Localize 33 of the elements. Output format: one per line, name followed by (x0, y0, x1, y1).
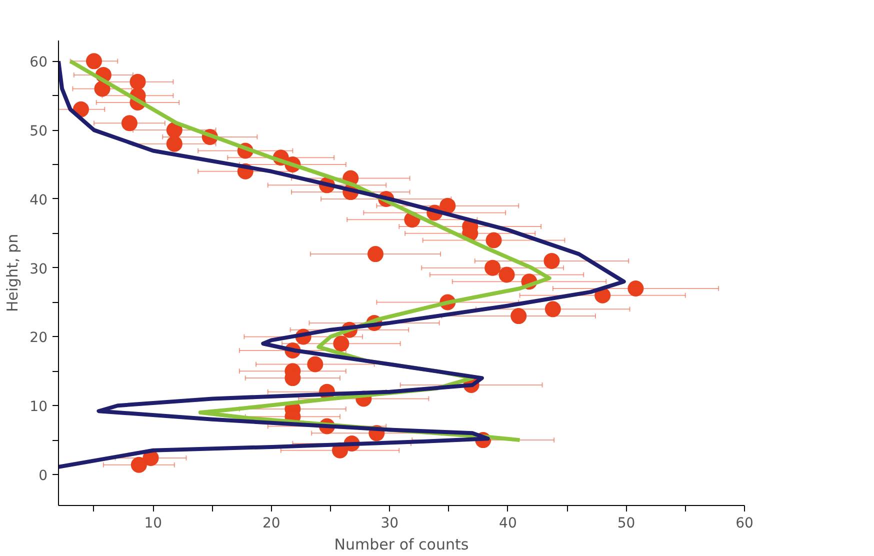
y-tick-label: 10 (30, 399, 48, 416)
x-tick-label: 10 (144, 516, 162, 532)
point (86, 53, 102, 70)
x-tick-label: 60 (736, 516, 754, 532)
point (510, 308, 527, 324)
y-tick-label: 60 (30, 54, 48, 71)
line-series (58, 59, 626, 469)
y-axis-title: Height, pn (4, 234, 22, 312)
x-tick-label: 20 (262, 516, 280, 532)
y-tick-label: 0 (38, 468, 48, 484)
y-tick-label: 20 (30, 330, 48, 346)
point (307, 356, 324, 372)
point (628, 280, 644, 296)
point (130, 456, 147, 473)
point (166, 136, 182, 152)
point (484, 260, 501, 276)
point (130, 74, 146, 90)
y-tick-label: 50 (30, 124, 48, 140)
y-tick-label: 30 (30, 261, 48, 278)
point (121, 115, 138, 132)
x-tick-label: 40 (499, 516, 517, 532)
point (367, 246, 384, 262)
point (333, 336, 350, 352)
point (498, 266, 515, 283)
x-axis-title: Number of counts (334, 536, 469, 554)
point (544, 252, 560, 269)
point (486, 232, 502, 248)
x-tick-label: 30 (380, 516, 399, 532)
y-tick-label: 40 (30, 192, 48, 208)
point (544, 301, 561, 318)
point (440, 198, 456, 214)
point (94, 80, 110, 97)
x-tick-label: 50 (617, 516, 636, 532)
